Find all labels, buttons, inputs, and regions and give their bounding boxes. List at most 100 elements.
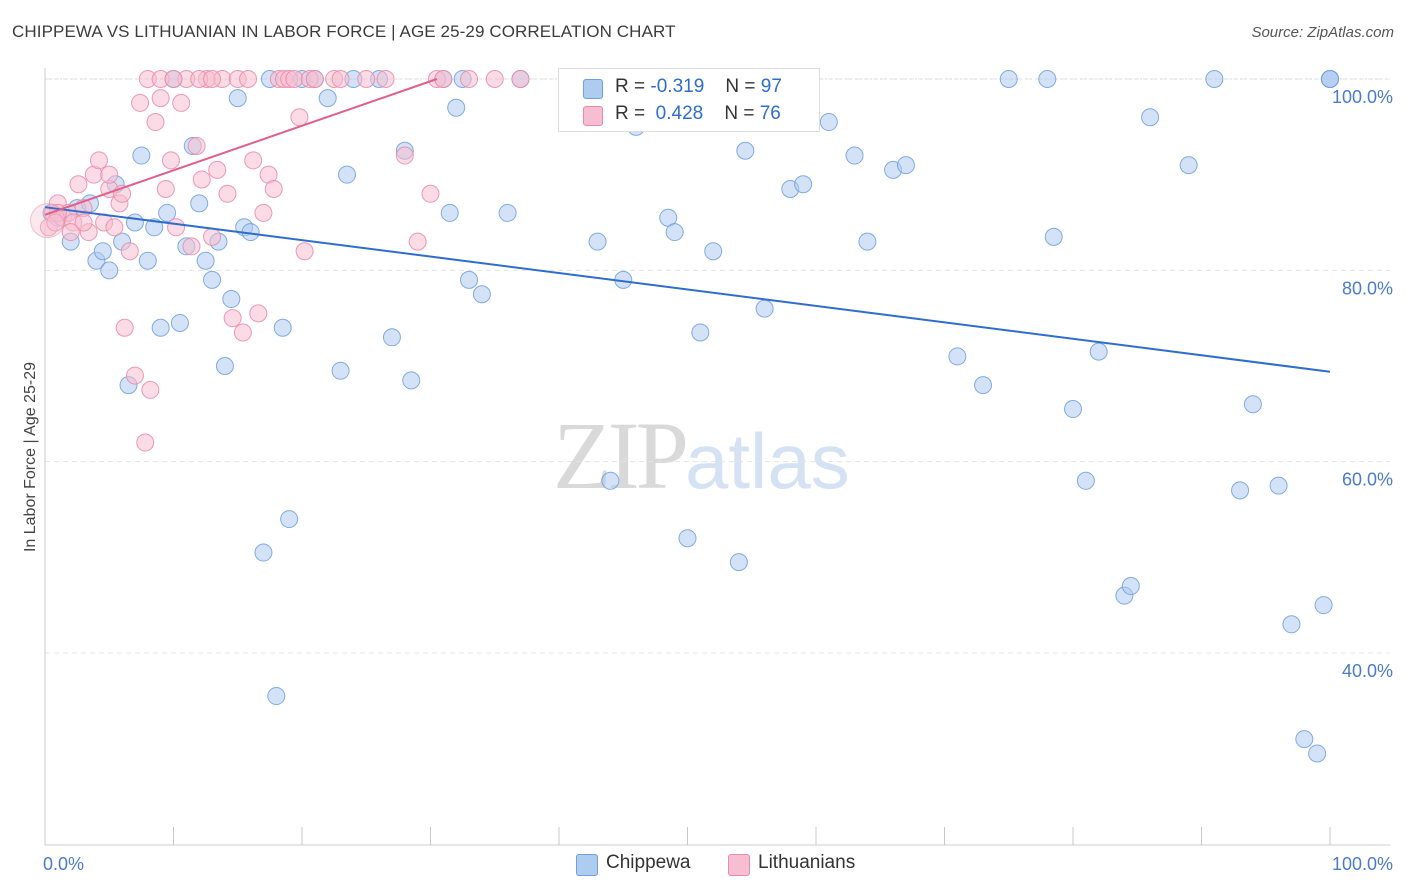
point-lithuanians [290, 108, 309, 127]
point-lithuanians [264, 180, 283, 199]
point-chippewa [145, 218, 164, 237]
point-chippewa [1076, 471, 1095, 490]
point-chippewa [678, 529, 697, 548]
r-value: 0.428 [655, 103, 704, 124]
point-chippewa [318, 89, 337, 108]
point-chippewa [460, 270, 479, 289]
point-lithuanians [249, 304, 268, 323]
point-chippewa [1282, 615, 1301, 634]
point-chippewa [729, 553, 748, 572]
point-chippewa [704, 242, 723, 261]
legend-label-lithuanians: Lithuanians [758, 852, 856, 873]
point-lithuanians [172, 93, 191, 112]
data-points [30, 70, 1339, 763]
point-lithuanians [61, 223, 80, 242]
point-chippewa [132, 146, 151, 165]
point-lithuanians [421, 184, 440, 203]
point-lithuanians [305, 70, 324, 88]
point-chippewa [665, 223, 684, 242]
series-legend: Chippewa Lithuanians [0, 852, 1406, 878]
point-lithuanians [105, 218, 124, 237]
point-lithuanians [100, 165, 119, 184]
r-label: R = [615, 76, 646, 97]
trend-line-chippewa [44, 206, 1331, 373]
source-credit: Source: ZipAtlas.com [1251, 24, 1394, 41]
point-lithuanians [511, 70, 530, 88]
point-lithuanians [434, 70, 453, 88]
point-lithuanians [460, 70, 479, 88]
point-chippewa [158, 203, 177, 222]
point-lithuanians [395, 146, 414, 165]
y-axis-title: In Labor Force | Age 25-29 [22, 362, 39, 552]
point-chippewa [138, 251, 157, 270]
point-lithuanians [223, 309, 242, 328]
y-tick-label: 60.0% [1342, 470, 1393, 490]
point-lithuanians [120, 242, 139, 261]
chippewa-swatch [583, 79, 603, 99]
trend-lines [44, 78, 1331, 373]
point-chippewa [974, 376, 993, 395]
r-label: R = [615, 103, 646, 124]
point-chippewa [472, 285, 491, 304]
chart-title: CHIPPEWA VS LITHUANIAN IN LABOR FORCE | … [12, 22, 676, 41]
point-lithuanians [203, 227, 222, 246]
point-chippewa [1295, 730, 1314, 749]
point-lithuanians [408, 232, 427, 251]
point-lithuanians [218, 184, 237, 203]
lithuanians-swatch [583, 106, 603, 126]
y-tick-label: 40.0% [1342, 661, 1393, 681]
tick-labels: 100.0% 80.0% 60.0% 40.0% 0.0% 100.0% In Labor … [22, 87, 1393, 874]
x-tick-label: 100.0% [1332, 854, 1393, 874]
point-lithuanians [187, 136, 206, 155]
point-lithuanians [233, 323, 252, 342]
point-chippewa [125, 213, 144, 232]
point-chippewa [331, 361, 350, 380]
point-chippewa [755, 299, 774, 318]
trend-line-lithuanians [44, 78, 438, 216]
point-lithuanians [125, 366, 144, 385]
point-lithuanians [69, 175, 88, 194]
point-lithuanians [331, 70, 350, 88]
point-chippewa [1141, 108, 1160, 127]
point-chippewa [999, 70, 1018, 88]
point-chippewa [228, 89, 247, 108]
legend-text-chippewa: R = -0.319 N = 97 [615, 76, 782, 98]
point-chippewa [1243, 395, 1262, 414]
axes [44, 68, 1390, 846]
point-chippewa [337, 165, 356, 184]
point-chippewa [402, 371, 421, 390]
point-chippewa [948, 347, 967, 366]
point-chippewa [794, 175, 813, 194]
x-tick-label: 0.0% [43, 854, 84, 874]
point-chippewa [222, 290, 241, 309]
n-value: 97 [760, 76, 782, 97]
point-chippewa [858, 232, 877, 251]
point-lithuanians [164, 70, 183, 88]
point-lithuanians [46, 213, 65, 232]
point-chippewa [280, 510, 299, 529]
point-chippewa [1044, 227, 1063, 246]
point-lithuanians [74, 213, 93, 232]
point-chippewa [1314, 596, 1333, 615]
point-chippewa [151, 318, 170, 337]
grid-lines [45, 78, 1390, 654]
point-chippewa [1064, 400, 1082, 419]
legend-text-lithuanians: R = 0.428 N = 76 [615, 103, 781, 125]
n-label: N = [725, 76, 756, 97]
point-chippewa [203, 270, 222, 289]
point-lithuanians [376, 70, 395, 88]
n-label: N = [724, 103, 755, 124]
lithuanians-swatch [728, 854, 750, 876]
point-chippewa [601, 471, 620, 490]
point-lithuanians [285, 70, 304, 88]
point-chippewa [588, 232, 607, 251]
point-chippewa [896, 156, 915, 175]
point-chippewa [1038, 70, 1057, 88]
point-lithuanians [131, 93, 150, 112]
point-lithuanians [151, 89, 170, 108]
point-lithuanians [156, 180, 175, 199]
point-lithuanians [136, 433, 155, 452]
point-lithuanians [357, 70, 376, 88]
chippewa-swatch [576, 854, 598, 876]
